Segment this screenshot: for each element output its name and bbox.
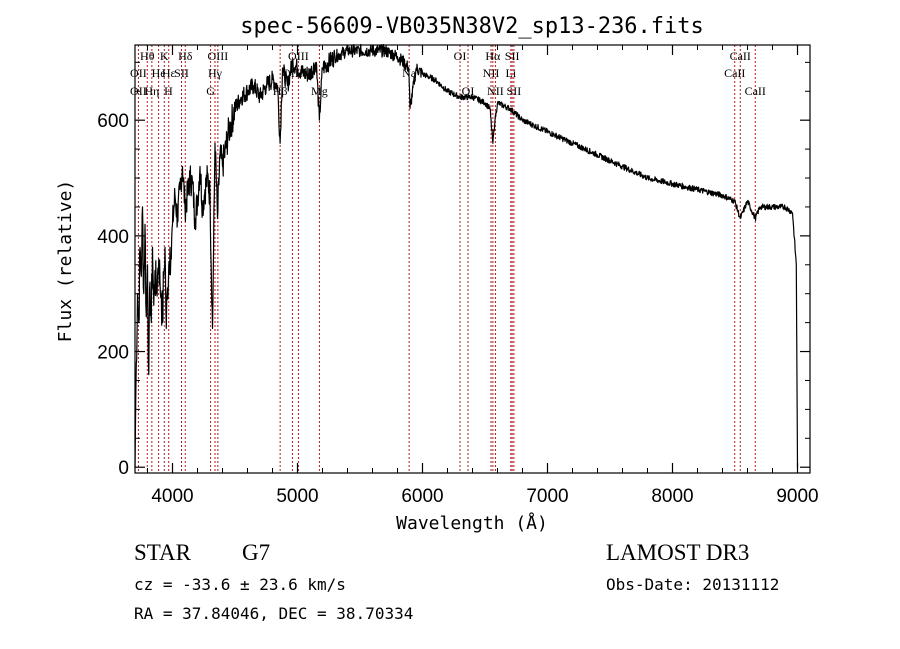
line-label: SII — [505, 49, 520, 63]
x-tick-label: 7000 — [526, 486, 568, 507]
line-label: G — [206, 84, 215, 98]
line-label: CaII — [724, 66, 745, 80]
x-tick-label: 8000 — [651, 486, 693, 507]
spectrum-series-line — [134, 43, 799, 468]
y-tick-label: 600 — [97, 111, 129, 132]
line-label: OIII — [208, 49, 229, 63]
line-label: Hθ — [140, 49, 155, 63]
line-label: NII — [483, 66, 500, 80]
line-label: Mg — [311, 84, 328, 98]
y-axis-label: Flux (relative) — [55, 180, 76, 343]
x-tick-label: 6000 — [401, 486, 443, 507]
x-axis-label: Wavelength (Å) — [396, 512, 548, 534]
object-class: STAR — [134, 540, 191, 565]
axis-ticks: 4000 5000 6000 7000 8000 9000 0 200 400 600 — [97, 45, 819, 507]
chart-title: spec-56609-VB035N38V2_sp13-236.fits — [240, 14, 704, 39]
y-tick-label: 200 — [97, 343, 129, 364]
obs-date: Obs-Date: 20131112 — [606, 575, 780, 594]
line-label: CaII — [745, 84, 766, 98]
line-label: NII — [487, 84, 504, 98]
object-subclass: G7 — [242, 540, 271, 565]
line-label: CaII — [730, 49, 751, 63]
line-label: Hγ — [208, 66, 223, 80]
x-tick-label: 5000 — [276, 486, 318, 507]
line-label: SII — [174, 66, 189, 80]
line-label: Hε — [162, 66, 176, 80]
line-label: SII — [507, 84, 522, 98]
survey-name: LAMOST DR3 — [606, 540, 750, 565]
y-tick-label: 400 — [97, 227, 129, 248]
plot-frame — [134, 44, 811, 474]
line-label: OI — [454, 49, 467, 63]
coordinates: RA = 37.84046, DEC = 38.70334 — [134, 604, 414, 623]
x-tick-label: 9000 — [776, 486, 818, 507]
line-label: OII — [130, 66, 147, 80]
line-label: Hη — [144, 84, 159, 98]
line-label: Li — [506, 66, 517, 80]
redshift-info: cz = -33.6 ± 23.6 km/s — [134, 575, 346, 594]
line-label: He — [152, 66, 166, 80]
line-label: Hα — [485, 49, 501, 63]
x-tick-label: 4000 — [151, 486, 193, 507]
line-label: K — [160, 49, 169, 63]
y-tick-label: 0 — [118, 458, 129, 479]
line-markers — [137, 45, 756, 473]
line-label: H — [164, 84, 173, 98]
line-label: Hδ — [178, 49, 193, 63]
